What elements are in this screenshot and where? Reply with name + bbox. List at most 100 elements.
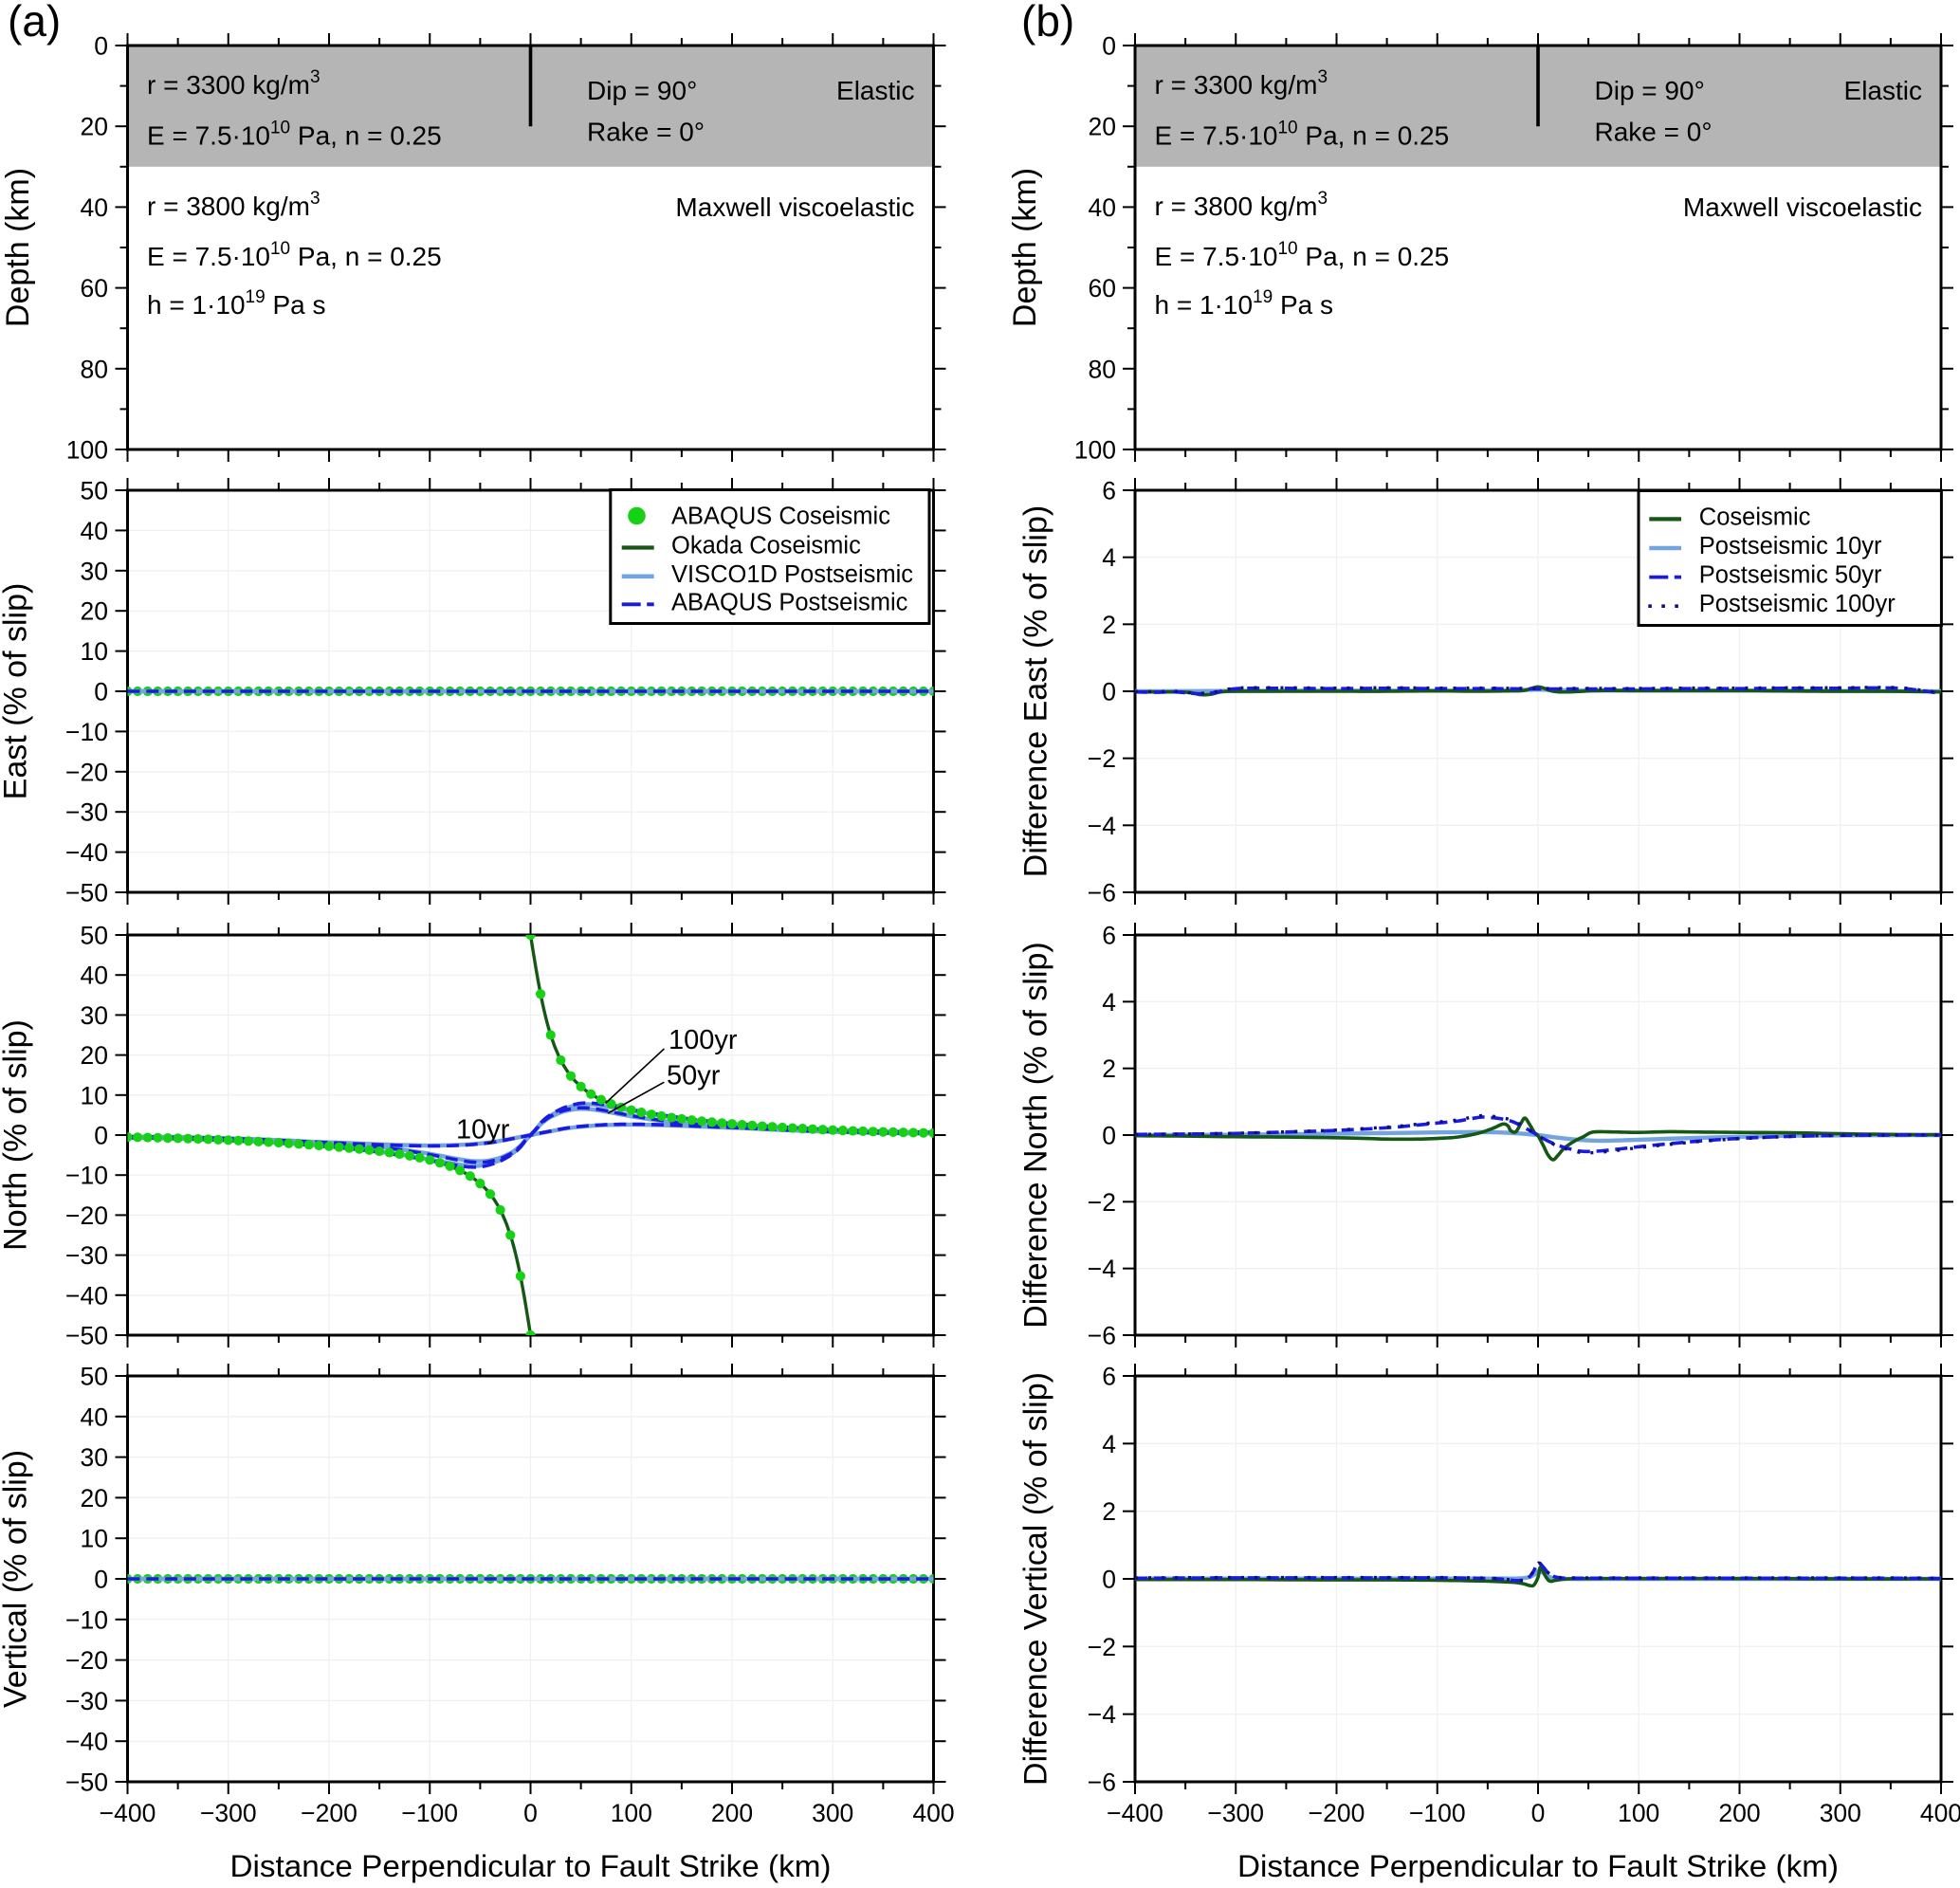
svg-text:−20: −20 [65,1646,108,1675]
svg-text:h = 1·1019 Pa s: h = 1·1019 Pa s [1155,287,1333,320]
svg-text:ABAQUS Postseismic: ABAQUS Postseismic [671,589,908,615]
svg-text:40: 40 [81,1402,108,1431]
svg-text:Postseismic 10yr: Postseismic 10yr [1699,533,1882,559]
svg-text:10yr: 10yr [456,1114,510,1145]
svg-text:Maxwell viscoelastic: Maxwell viscoelastic [1683,192,1922,222]
svg-text:2: 2 [1102,1054,1116,1083]
svg-text:50: 50 [81,922,108,950]
svg-text:VISCO1D Postseismic: VISCO1D Postseismic [671,561,913,588]
svg-text:Elastic: Elastic [1844,76,1922,105]
svg-text:East (% of slip): East (% of slip) [0,583,34,800]
svg-text:4: 4 [1102,1430,1116,1458]
svg-text:Dip = 90°: Dip = 90° [587,76,697,105]
svg-text:0: 0 [94,678,108,706]
svg-text:−20: −20 [65,1201,108,1230]
svg-text:10: 10 [81,637,108,666]
svg-text:Difference Vertical (% of slip: Difference Vertical (% of slip) [1018,1372,1054,1786]
svg-text:Distance Perpendicular to Faul: Distance Perpendicular to Fault Strike (… [230,1849,832,1883]
svg-text:−40: −40 [65,1728,108,1756]
svg-text:−100: −100 [1409,1799,1466,1827]
svg-text:−50: −50 [65,1322,108,1350]
svg-text:Okada Coseismic: Okada Coseismic [671,533,861,559]
svg-text:r = 3300 kg/m3: r = 3300 kg/m3 [1155,67,1328,100]
svg-text:−50: −50 [65,879,108,907]
svg-text:−10: −10 [65,1605,108,1634]
svg-text:20: 20 [81,113,108,141]
svg-text:6: 6 [1102,477,1116,505]
svg-text:0: 0 [523,1799,538,1827]
svg-text:100: 100 [66,436,108,465]
svg-text:40: 40 [1089,193,1116,222]
svg-text:E = 7.5·1010 Pa, n = 0.25: E = 7.5·1010 Pa, n = 0.25 [147,119,442,151]
svg-text:−300: −300 [200,1799,257,1827]
svg-text:200: 200 [1718,1799,1760,1827]
svg-text:30: 30 [81,1443,108,1472]
svg-text:Maxwell viscoelastic: Maxwell viscoelastic [675,192,914,222]
svg-text:−300: −300 [1207,1799,1264,1827]
svg-text:0: 0 [1102,678,1116,706]
svg-text:0: 0 [1102,1122,1116,1150]
svg-text:−100: −100 [401,1799,458,1827]
svg-text:Coseismic: Coseismic [1699,504,1811,530]
svg-text:(a): (a) [8,0,61,46]
svg-text:0: 0 [94,32,108,61]
svg-text:−4: −4 [1088,1255,1116,1283]
svg-text:50yr: 50yr [667,1060,721,1091]
svg-text:Difference North (% of slip): Difference North (% of slip) [1018,942,1054,1329]
svg-text:6: 6 [1102,922,1116,950]
svg-text:300: 300 [1820,1799,1861,1827]
svg-text:−400: −400 [1107,1799,1163,1827]
svg-text:Postseismic 100yr: Postseismic 100yr [1699,591,1896,617]
svg-text:60: 60 [1089,274,1116,302]
svg-text:r = 3800 kg/m3: r = 3800 kg/m3 [147,189,321,221]
svg-text:4: 4 [1102,988,1116,1017]
svg-text:−2: −2 [1088,1633,1116,1661]
svg-text:50: 50 [81,477,108,505]
svg-text:−30: −30 [65,1687,108,1715]
svg-text:−30: −30 [65,798,108,827]
svg-text:Difference East (% of slip): Difference East (% of slip) [1018,505,1054,877]
svg-text:−2: −2 [1088,744,1116,773]
svg-text:0: 0 [1531,1799,1546,1827]
svg-text:(b): (b) [1021,0,1074,46]
svg-text:r = 3800 kg/m3: r = 3800 kg/m3 [1155,189,1328,221]
svg-text:0: 0 [1102,32,1116,61]
svg-text:Elastic: Elastic [836,76,914,105]
svg-text:−50: −50 [65,1769,108,1797]
svg-text:r = 3300 kg/m3: r = 3300 kg/m3 [147,67,321,100]
svg-text:Depth (km): Depth (km) [1007,168,1043,327]
svg-text:80: 80 [81,355,108,383]
svg-text:−4: −4 [1088,812,1116,840]
svg-text:ABAQUS Coseismic: ABAQUS Coseismic [671,503,890,529]
svg-text:0: 0 [94,1122,108,1150]
svg-text:4: 4 [1102,543,1116,572]
svg-text:20: 20 [1089,113,1116,141]
svg-text:100: 100 [1074,436,1116,465]
svg-text:400: 400 [912,1799,954,1827]
svg-text:100yr: 100yr [669,1025,738,1055]
svg-text:E = 7.5·1010 Pa, n = 0.25: E = 7.5·1010 Pa, n = 0.25 [1155,239,1450,271]
svg-text:100: 100 [1618,1799,1659,1827]
svg-text:−6: −6 [1088,1322,1116,1350]
svg-text:North (% of slip): North (% of slip) [0,1019,34,1251]
svg-text:60: 60 [81,274,108,302]
svg-text:−400: −400 [100,1799,156,1827]
svg-text:6: 6 [1102,1363,1116,1391]
svg-text:−200: −200 [1309,1799,1365,1827]
svg-text:20: 20 [81,1484,108,1512]
svg-text:−6: −6 [1088,1769,1116,1797]
svg-text:−2: −2 [1088,1188,1116,1217]
svg-text:−20: −20 [65,758,108,786]
svg-text:40: 40 [81,962,108,990]
svg-text:2: 2 [1102,611,1116,639]
svg-text:30: 30 [81,1001,108,1030]
svg-text:0: 0 [94,1566,108,1594]
svg-text:−10: −10 [65,1162,108,1190]
svg-text:−30: −30 [65,1241,108,1270]
svg-text:200: 200 [711,1799,753,1827]
svg-text:10: 10 [81,1525,108,1553]
svg-text:E = 7.5·1010 Pa, n = 0.25: E = 7.5·1010 Pa, n = 0.25 [147,239,442,271]
svg-text:E = 7.5·1010 Pa, n = 0.25: E = 7.5·1010 Pa, n = 0.25 [1155,119,1450,151]
svg-text:30: 30 [81,557,108,585]
svg-text:Rake = 0°: Rake = 0° [1595,118,1713,147]
